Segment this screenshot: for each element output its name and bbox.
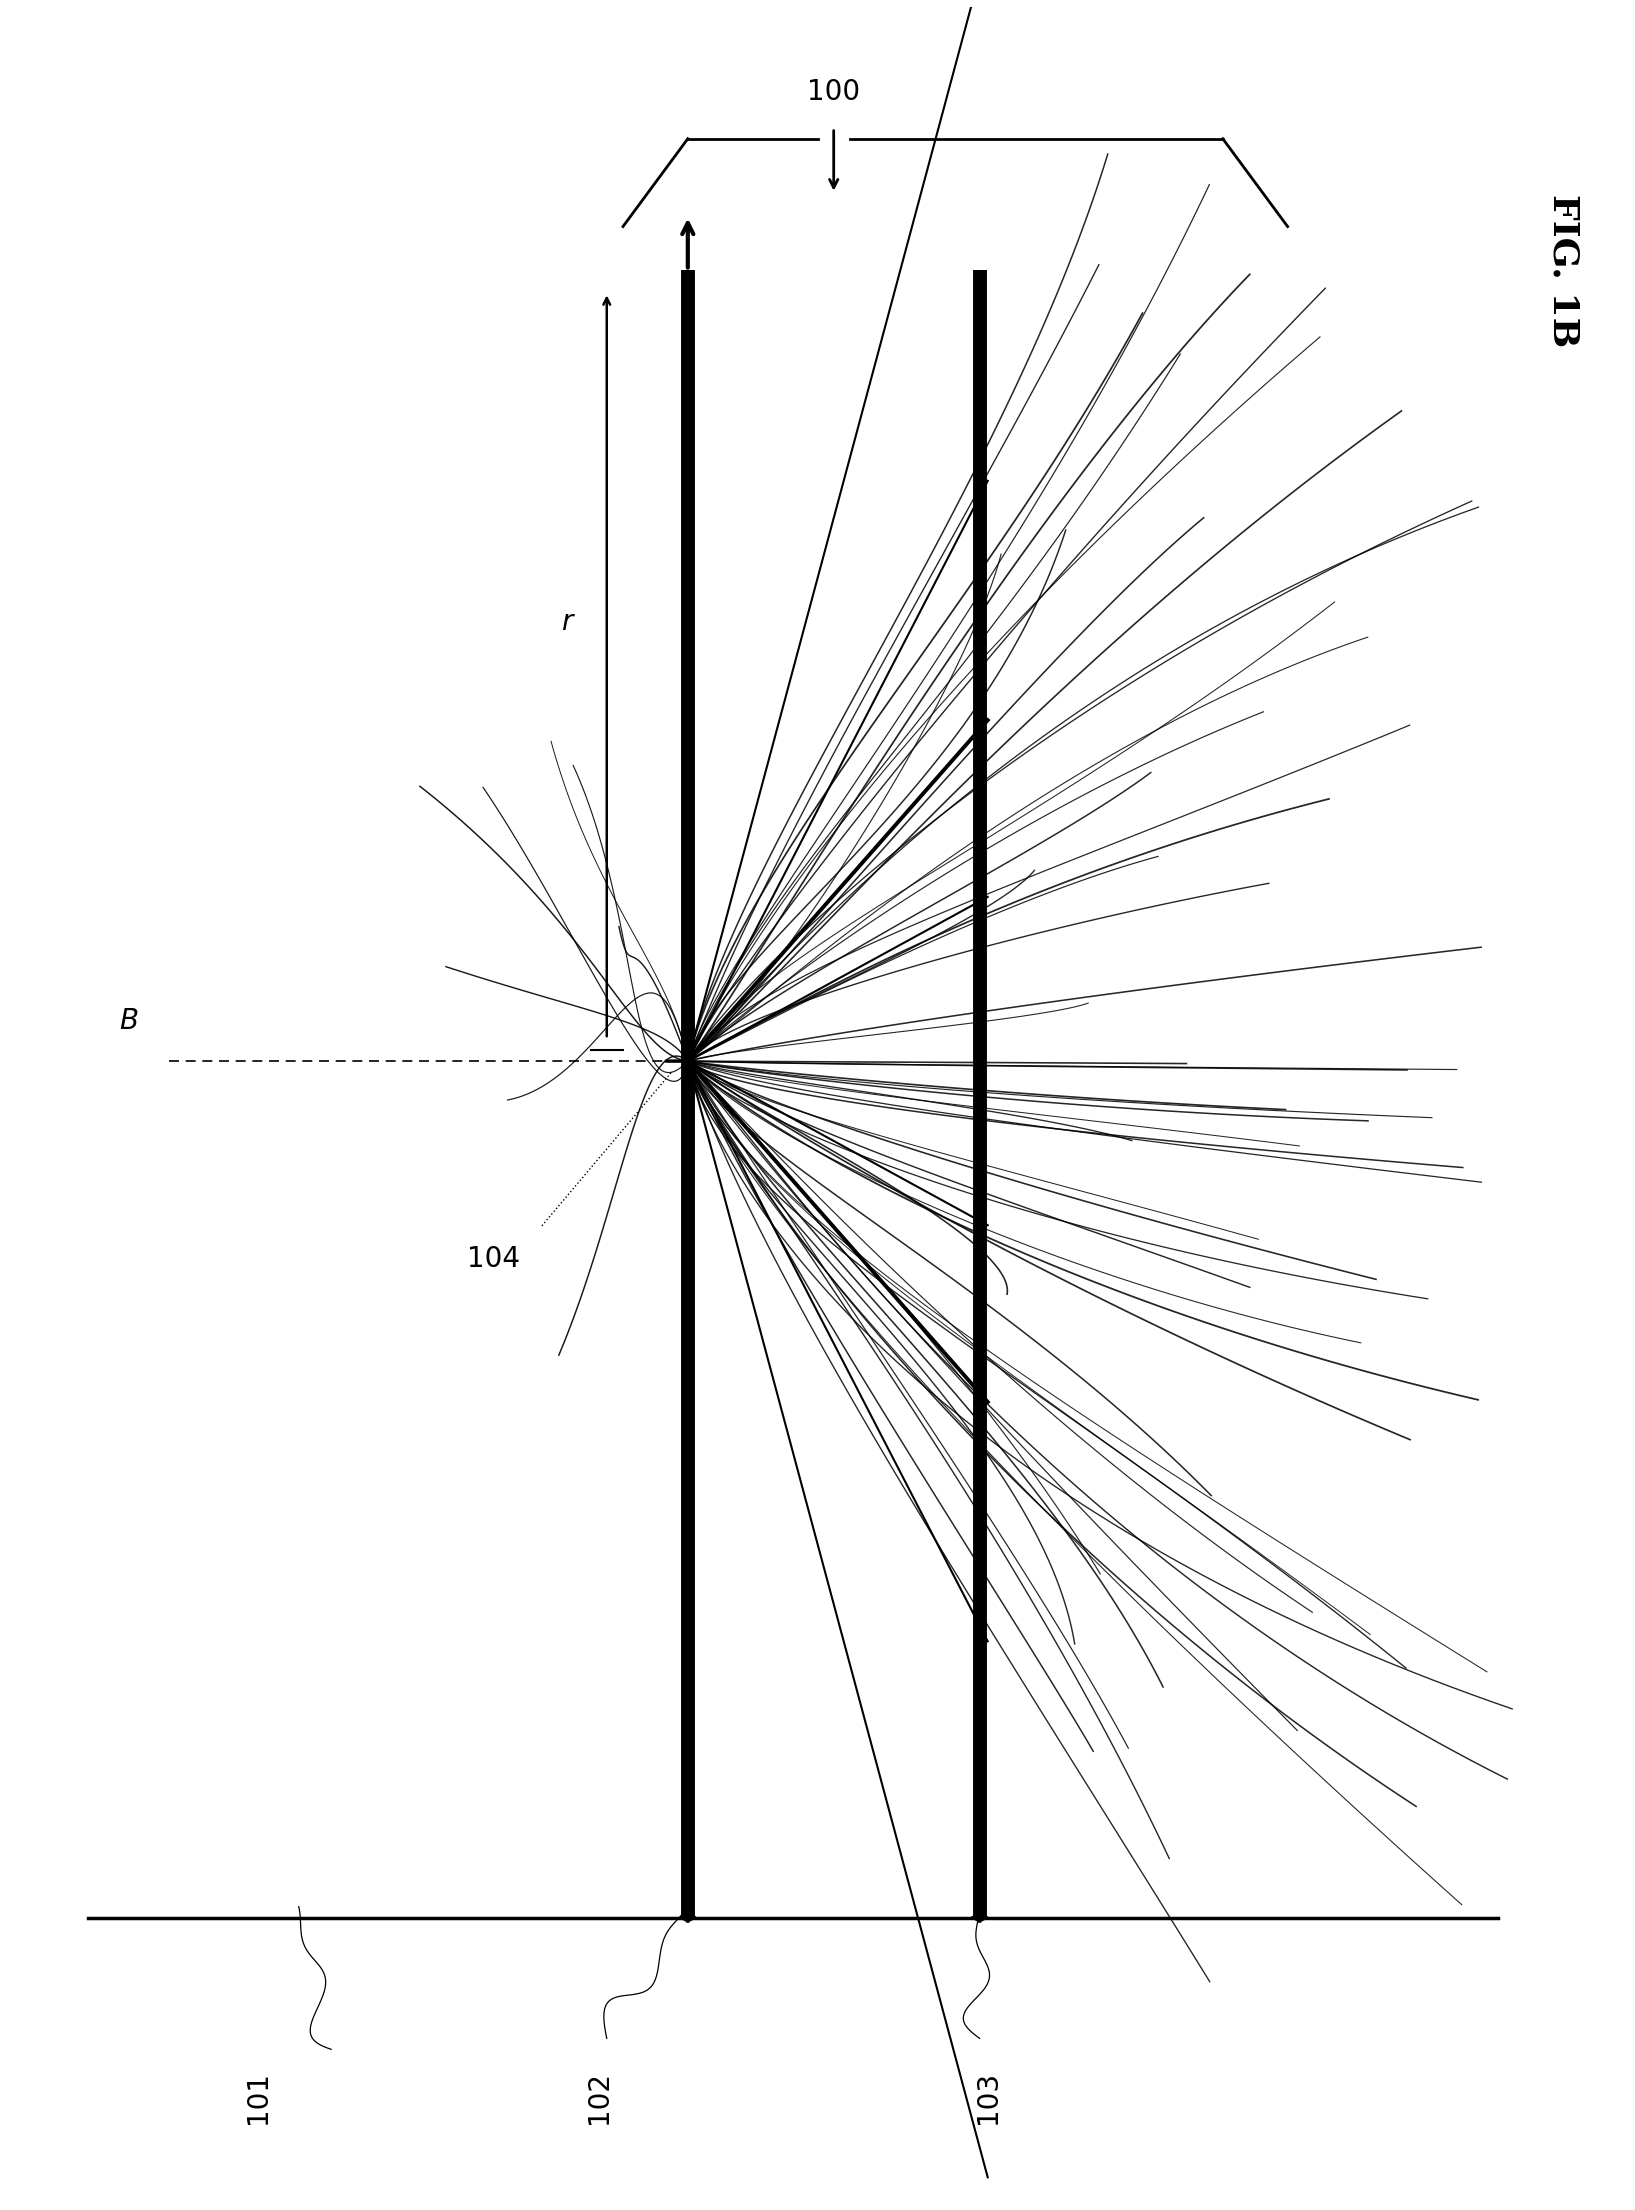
Text: 101: 101: [244, 2071, 271, 2124]
Text: B: B: [119, 1008, 137, 1034]
Text: 100: 100: [808, 77, 860, 106]
Text: r: r: [561, 608, 572, 636]
Text: FIG. 1B: FIG. 1B: [1547, 194, 1579, 347]
Text: 102: 102: [585, 2071, 613, 2124]
Text: 103: 103: [974, 2071, 1002, 2124]
Text: 104: 104: [466, 1244, 520, 1273]
